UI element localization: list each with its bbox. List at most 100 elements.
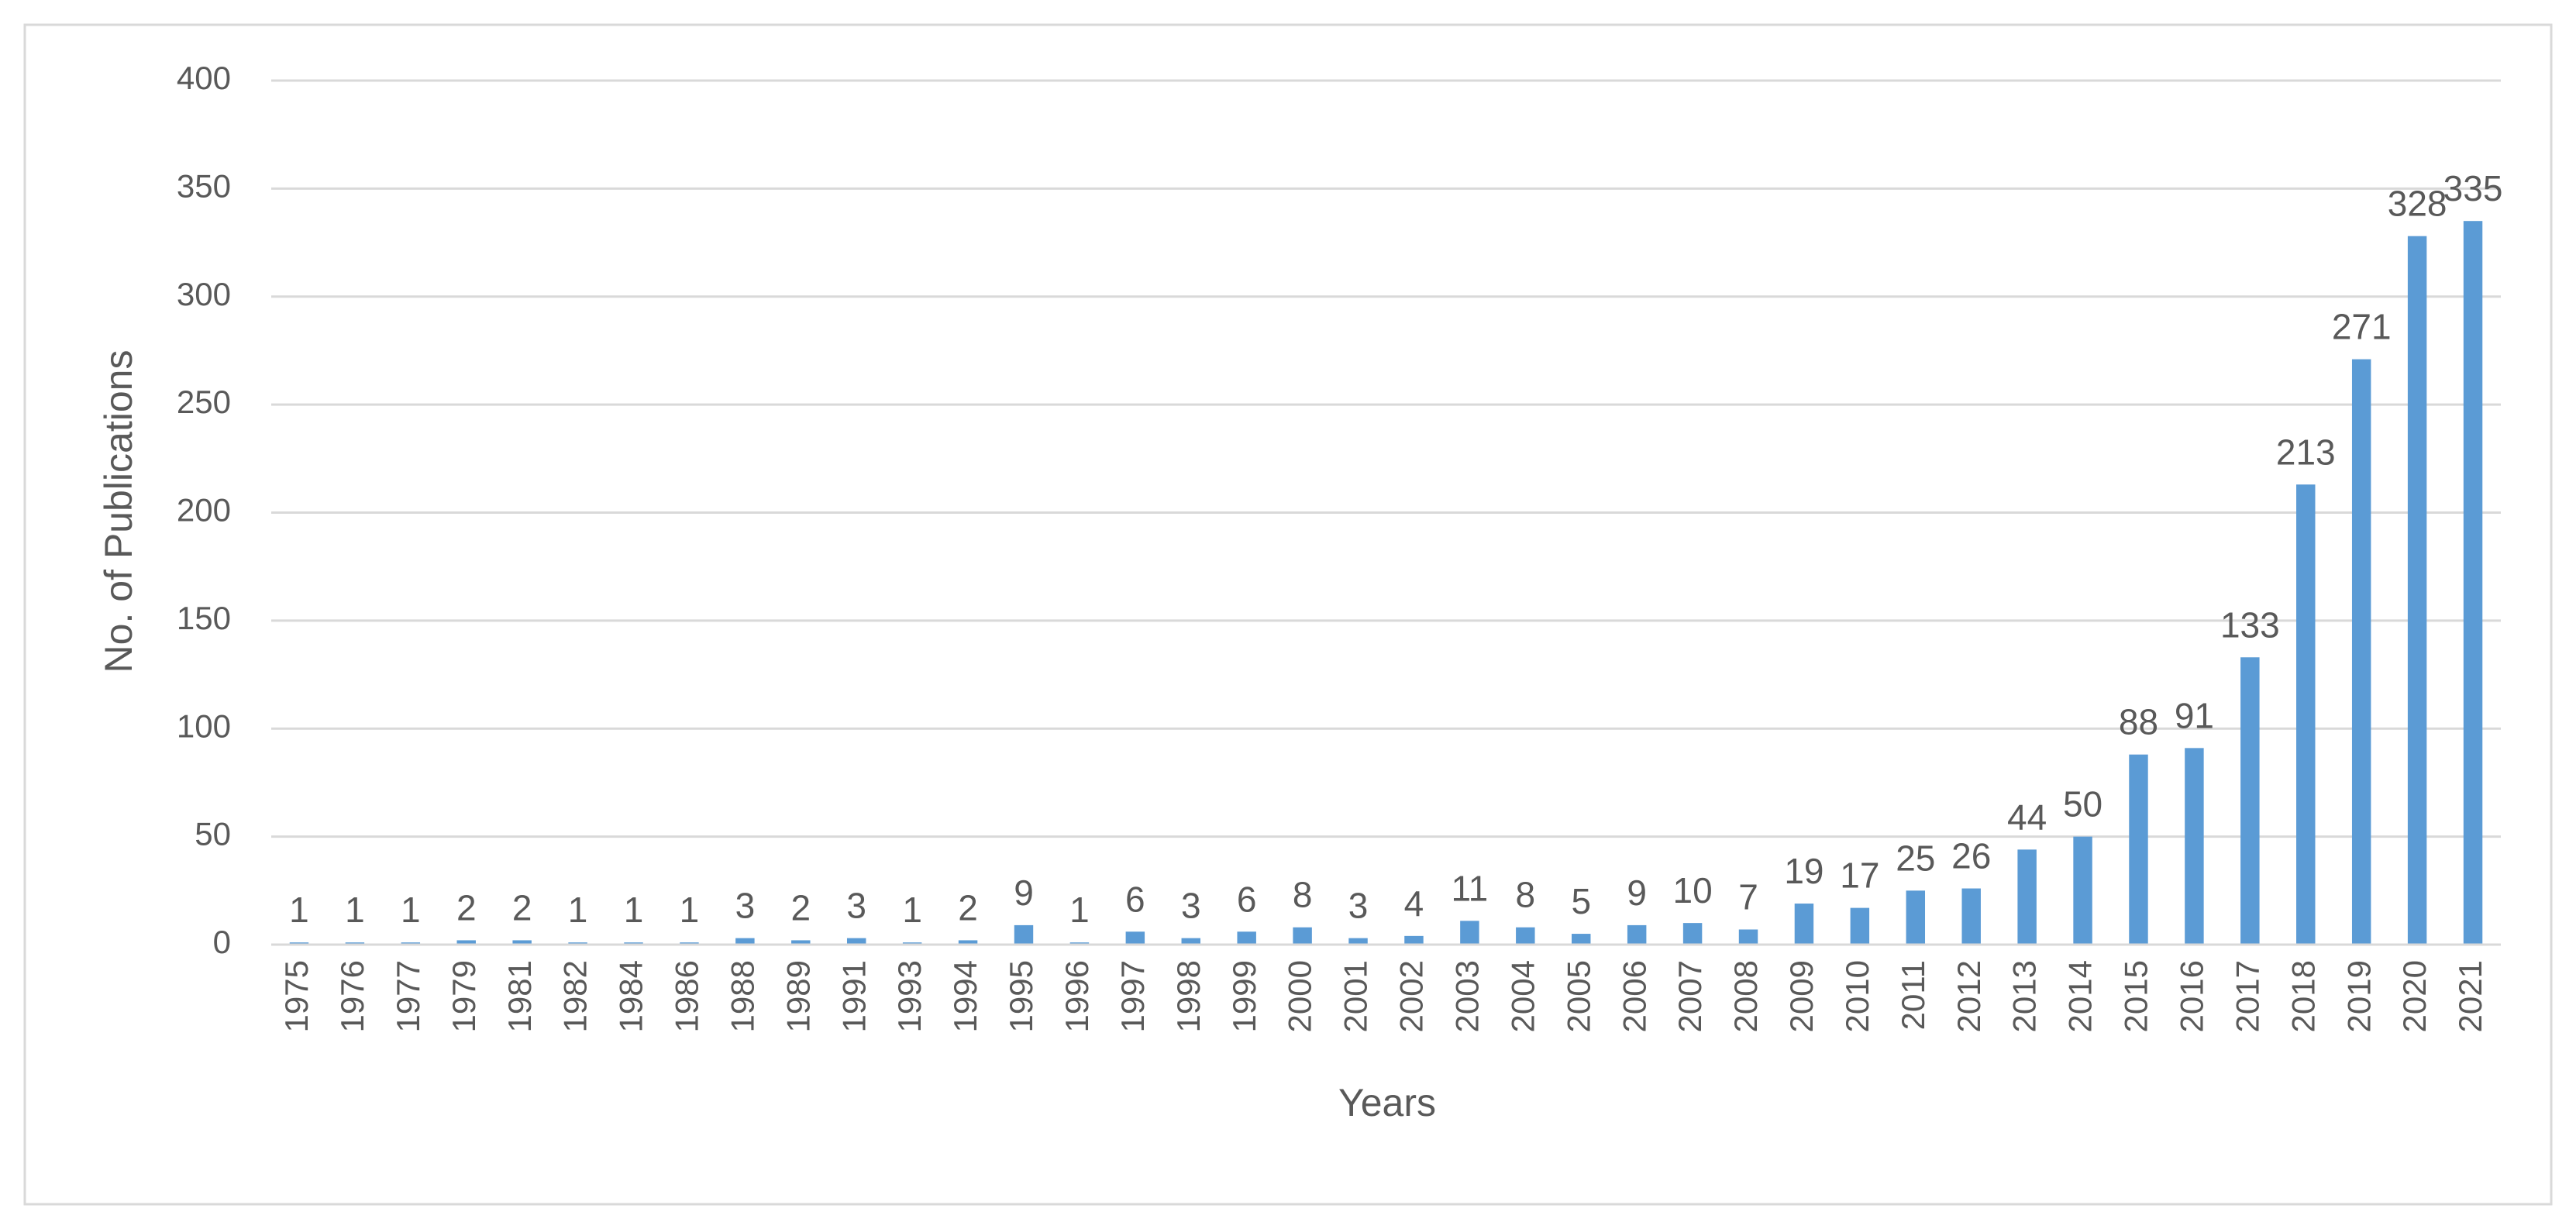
data-label: 8	[1516, 875, 1536, 915]
data-label: 1	[345, 890, 365, 930]
data-label: 328	[2388, 184, 2447, 224]
y-tick-label: 0	[213, 924, 231, 960]
bar	[2407, 236, 2427, 945]
y-tick-label: 350	[177, 167, 231, 204]
data-label: 271	[2332, 307, 2392, 347]
x-tick-label: 1996	[1059, 960, 1095, 1032]
x-tick-label: 1979	[446, 960, 482, 1032]
data-label: 3	[735, 886, 756, 926]
x-tick-label: 1975	[278, 960, 315, 1032]
data-label: 44	[2007, 797, 2047, 837]
bar	[2351, 359, 2371, 945]
bar	[791, 940, 811, 945]
y-tick-label: 300	[177, 276, 231, 312]
x-tick-label: 1999	[1226, 960, 1262, 1032]
data-label: 2	[958, 887, 978, 928]
bar	[958, 940, 978, 945]
data-label: 3	[1348, 886, 1369, 926]
x-tick-label: 1991	[835, 960, 872, 1032]
chart-frame	[23, 23, 2553, 1206]
x-tick-label: 2004	[1504, 960, 1541, 1032]
y-tick-label: 50	[195, 816, 231, 852]
x-tick-label: 2003	[1448, 960, 1485, 1032]
x-tick-label: 1981	[501, 960, 538, 1032]
x-tick-label: 2014	[2062, 960, 2099, 1032]
x-tick-label: 2001	[1338, 960, 1374, 1032]
x-tick-label: 1994	[947, 960, 983, 1032]
bar	[2240, 657, 2260, 945]
data-label: 25	[1896, 838, 1935, 878]
data-label: 1	[902, 890, 922, 930]
bar	[1014, 924, 1034, 945]
y-tick-label: 150	[177, 600, 231, 636]
bar	[1961, 888, 1981, 945]
x-tick-label: 2021	[2452, 960, 2488, 1032]
bar	[1348, 938, 1368, 945]
x-tick-label: 2009	[1783, 960, 1820, 1032]
x-tick-label: 2011	[1895, 960, 1931, 1030]
x-axis-title: Years	[1338, 1081, 1436, 1124]
bar	[2185, 748, 2204, 945]
data-label: 2	[512, 887, 532, 928]
y-axis-title: No. of Publications	[97, 350, 140, 673]
x-tick-label: 1989	[780, 960, 816, 1032]
bar	[735, 938, 755, 945]
x-tick-label: 1998	[1170, 960, 1207, 1032]
x-tick-label: 2007	[1672, 960, 1708, 1032]
data-label: 1	[568, 890, 588, 930]
data-label: 1	[401, 890, 421, 930]
bar	[1682, 923, 1703, 945]
x-tick-label: 1977	[390, 960, 426, 1032]
x-tick-label: 2013	[2006, 960, 2043, 1032]
data-label: 2	[790, 887, 811, 928]
data-label: 91	[2175, 695, 2214, 735]
bar	[512, 940, 532, 945]
x-tick-label: 2018	[2285, 960, 2321, 1032]
y-tick-label: 250	[177, 384, 231, 420]
bar	[1906, 890, 1926, 945]
x-tick-label: 2020	[2396, 960, 2433, 1032]
bar	[846, 938, 866, 945]
data-label: 1	[289, 890, 309, 930]
x-tick-label: 1997	[1114, 960, 1151, 1032]
bar	[2296, 484, 2316, 945]
bar	[1460, 921, 1479, 945]
x-tick-label: 2012	[1951, 960, 1987, 1032]
data-label: 17	[1840, 855, 1879, 896]
data-label: 3	[846, 886, 866, 926]
bar	[2017, 849, 2037, 945]
data-label: 6	[1237, 879, 1257, 919]
y-tick-label: 200	[177, 492, 231, 528]
data-label: 19	[1784, 851, 1824, 891]
x-tick-label: 1982	[557, 960, 594, 1032]
x-tick-label: 1986	[669, 960, 705, 1032]
bar	[1850, 907, 1870, 945]
data-label: 50	[2063, 784, 2102, 824]
x-tick-label: 2016	[2174, 960, 2210, 1032]
bar	[456, 940, 476, 945]
data-label: 26	[1951, 836, 1991, 876]
y-tick-label: 400	[177, 60, 231, 96]
bar	[1572, 934, 1591, 945]
y-tick-label: 100	[177, 707, 231, 744]
x-tick-label: 2006	[1616, 960, 1652, 1032]
data-label: 88	[2119, 702, 2158, 742]
data-label: 335	[2443, 168, 2503, 208]
x-tick-label: 2010	[1839, 960, 1875, 1032]
x-tick-label: 2002	[1393, 960, 1430, 1032]
bar	[1794, 904, 1814, 945]
x-tick-label: 1976	[334, 960, 370, 1032]
bar	[1181, 938, 1200, 945]
data-label: 1	[680, 890, 700, 930]
bar	[2129, 754, 2148, 945]
bar	[1293, 927, 1312, 945]
x-tick-label: 2017	[2229, 960, 2265, 1032]
data-label: 9	[1014, 873, 1034, 913]
data-label: 11	[1452, 868, 1489, 908]
data-label: 5	[1571, 881, 1591, 921]
data-label: 7	[1738, 876, 1758, 917]
bar	[2073, 836, 2092, 945]
bar	[1125, 931, 1145, 945]
x-tick-label: 1984	[613, 960, 649, 1032]
